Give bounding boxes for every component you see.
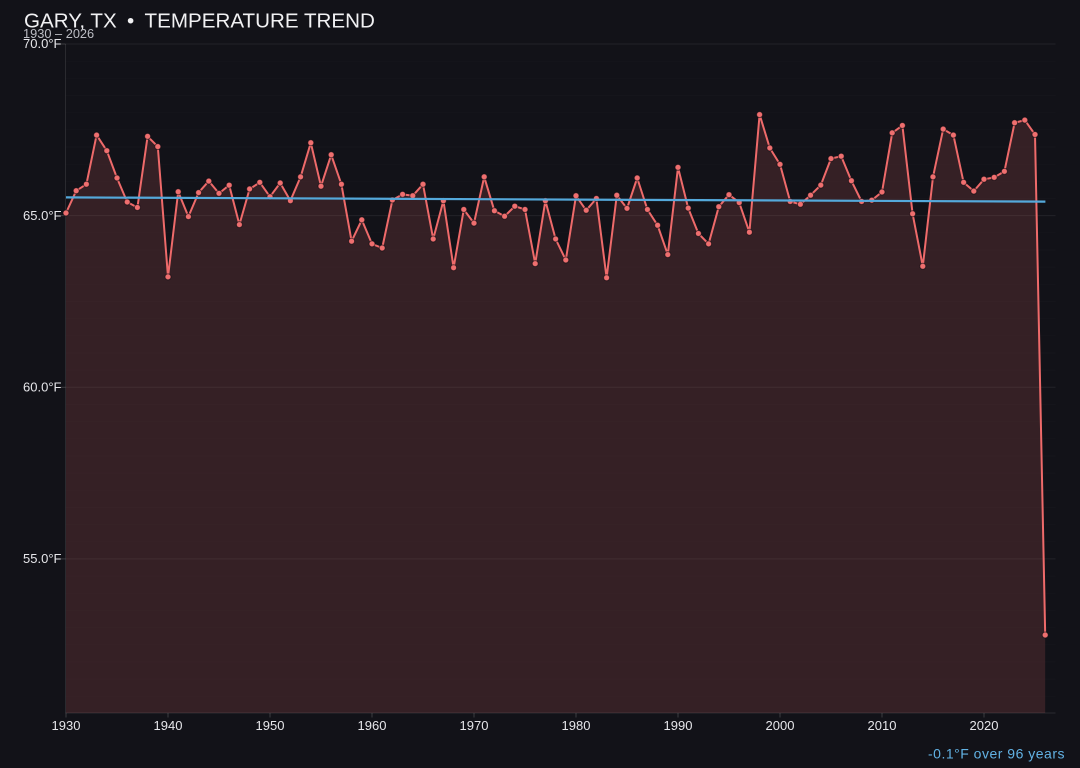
svg-text:1940: 1940 (154, 718, 183, 733)
svg-text:1970: 1970 (460, 718, 489, 733)
svg-text:2010: 2010 (868, 718, 897, 733)
svg-text:1930: 1930 (52, 718, 81, 733)
svg-text:60.0°F: 60.0°F (23, 380, 62, 395)
svg-text:GARY, TX • TEMPERATURE TREND: GARY, TX • TEMPERATURE TREND (24, 10, 375, 33)
svg-text:1980: 1980 (562, 718, 591, 733)
svg-text:2020: 2020 (970, 718, 999, 733)
svg-text:1990: 1990 (664, 718, 693, 733)
svg-text:-0.1°F over 96 years: -0.1°F over 96 years (928, 746, 1065, 762)
svg-text:65.0°F: 65.0°F (23, 208, 62, 223)
svg-text:2000: 2000 (766, 718, 795, 733)
svg-text:1930 – 2026: 1930 – 2026 (23, 26, 94, 41)
svg-text:55.0°F: 55.0°F (23, 551, 62, 566)
svg-text:70.0°F: 70.0°F (23, 36, 62, 51)
svg-text:1960: 1960 (358, 718, 387, 733)
svg-text:1950: 1950 (256, 718, 285, 733)
